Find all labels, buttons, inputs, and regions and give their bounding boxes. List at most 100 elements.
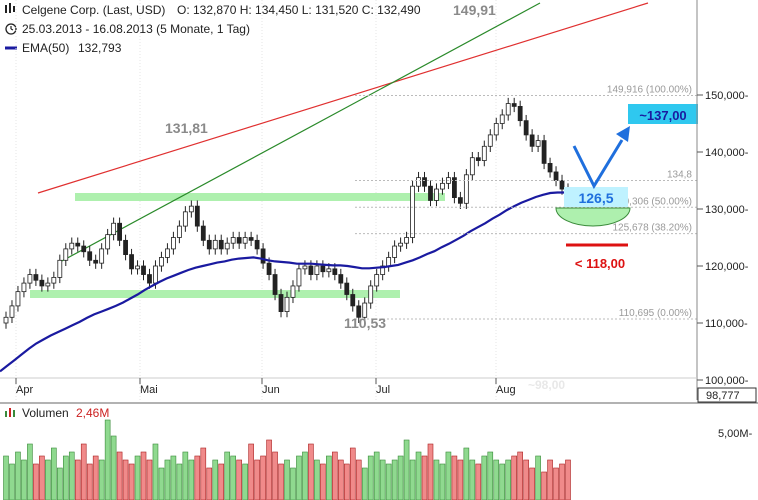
candle-up xyxy=(404,237,409,244)
volume-bar-down xyxy=(74,459,81,500)
candle-down xyxy=(123,239,128,256)
candle-up xyxy=(45,282,51,287)
candle-up xyxy=(505,103,511,116)
candle-up xyxy=(171,237,176,250)
candle-down xyxy=(39,279,45,287)
candle-up xyxy=(224,242,230,250)
target-down-label: < 118,00 xyxy=(575,256,625,271)
volume-bar-up xyxy=(230,455,236,500)
candle-down xyxy=(553,171,559,181)
volume-bar-down xyxy=(511,455,517,500)
candle-up xyxy=(416,177,421,187)
volume-bar-down xyxy=(541,471,547,500)
candle-up xyxy=(188,205,194,213)
x-axis: Apr Mai Jun Jul Aug xyxy=(15,378,516,396)
candle-down xyxy=(350,294,356,307)
candle-down xyxy=(511,103,517,107)
candle-down xyxy=(87,251,93,261)
volume-bar-up xyxy=(302,451,308,500)
volume-bar-down xyxy=(92,455,99,500)
instrument-title: Celgene Corp. (Last, USD) xyxy=(22,3,165,17)
volume-bar-down xyxy=(475,463,482,500)
volume-bar-up xyxy=(51,447,57,500)
volume-bar-down xyxy=(523,459,529,500)
volume-bar-up xyxy=(224,451,231,500)
y-tick-label: 130,000- xyxy=(705,204,749,216)
volume-bar-up xyxy=(62,455,69,500)
candle-down xyxy=(266,262,272,275)
candle-up xyxy=(380,265,386,275)
volume-bar-up xyxy=(152,443,159,500)
grid xyxy=(15,0,497,400)
candle-up xyxy=(374,274,380,287)
volume-bars xyxy=(3,419,571,500)
candle-up xyxy=(434,188,439,201)
volume-bar-down xyxy=(517,451,523,500)
volume-bar-down xyxy=(254,459,260,500)
volume-bar-up xyxy=(45,459,51,500)
y-tick-label: 100,000- xyxy=(705,375,749,387)
volume-bar-down xyxy=(266,439,272,500)
volume-bar-up xyxy=(164,459,171,500)
candle-up xyxy=(386,257,392,267)
volume-bar-up xyxy=(409,459,416,500)
volume-bar-up xyxy=(9,463,15,500)
volume-bar-up xyxy=(367,455,374,500)
volume-bar-down xyxy=(260,455,266,500)
chart-type-icon[interactable] xyxy=(5,3,15,13)
candle-up xyxy=(176,225,182,238)
volume-bar-up xyxy=(403,439,410,500)
projection-arrow xyxy=(572,139,624,190)
volume-bar-up xyxy=(505,459,512,500)
target-up-label: ~137,00 xyxy=(639,108,686,123)
fib-label: 125,678 (38.20%) xyxy=(612,223,692,234)
candle-down xyxy=(117,222,122,241)
mid-high-label: 131,81 xyxy=(165,120,208,136)
candle-down xyxy=(93,259,99,264)
volume-bar-down xyxy=(559,463,565,500)
candle-down xyxy=(523,120,529,136)
support-bowl xyxy=(555,207,631,227)
low-label: 110,53 xyxy=(344,315,386,331)
support-box xyxy=(564,187,628,207)
candle-up xyxy=(469,157,475,176)
candle-up xyxy=(69,242,75,250)
volume-bar-up xyxy=(27,443,33,500)
target-up-box xyxy=(628,104,698,124)
ohlc-values: O: 132,870 H: 134,450 L: 131,520 C: 132,… xyxy=(177,3,421,17)
volume-bar-down xyxy=(248,443,254,500)
volume-bar-up xyxy=(290,467,296,500)
candle-down xyxy=(129,254,134,270)
candle-down xyxy=(278,294,284,313)
candle-down xyxy=(33,274,39,281)
volume-bar-down xyxy=(332,451,338,500)
candle-down xyxy=(147,274,152,284)
volume-bar-down xyxy=(355,459,362,500)
volume-bar-up xyxy=(439,463,446,500)
volume-bar-down xyxy=(33,463,39,500)
volume-bar-up xyxy=(326,455,332,500)
volume-bar-up xyxy=(110,435,117,500)
candle-down xyxy=(517,106,523,122)
projection-arrowhead xyxy=(616,126,630,142)
candle-down xyxy=(529,134,535,147)
candle-down xyxy=(236,237,242,244)
volume-label: Volumen xyxy=(22,406,69,420)
volume-bar-down xyxy=(427,443,434,500)
candle-down xyxy=(218,239,224,250)
candle-down xyxy=(356,305,362,318)
volume-bar-down xyxy=(272,451,278,500)
candle-up xyxy=(487,134,493,147)
volume-bar-up xyxy=(373,451,380,500)
volume-bar-down xyxy=(194,455,201,500)
trendline-red xyxy=(37,2,649,194)
candle-down xyxy=(338,274,344,284)
candle-down xyxy=(457,197,463,204)
candle-down xyxy=(547,162,553,173)
candle-up xyxy=(21,282,27,293)
x-tick-label: Mai xyxy=(140,384,158,396)
candle-down xyxy=(428,185,433,201)
volume-bar-up xyxy=(535,455,541,500)
